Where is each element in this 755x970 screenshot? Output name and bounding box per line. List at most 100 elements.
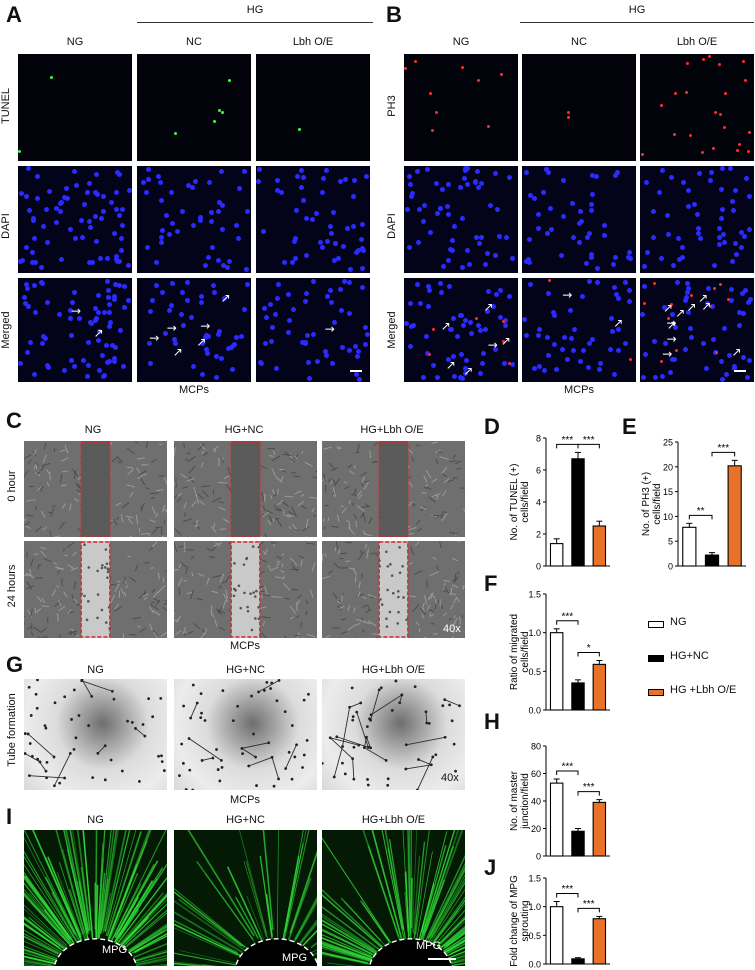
red-nucleus bbox=[476, 79, 480, 83]
blue-nucleus bbox=[34, 196, 40, 202]
blue-nucleus bbox=[486, 288, 492, 294]
scale-bar bbox=[734, 370, 746, 372]
y-tick-label: 0 bbox=[536, 852, 541, 862]
blue-nucleus bbox=[721, 240, 727, 246]
y-tick-label: 0 bbox=[668, 562, 673, 572]
blue-nucleus bbox=[404, 321, 410, 326]
red-nucleus bbox=[719, 113, 723, 116]
red-nucleus bbox=[718, 283, 722, 287]
blue-nucleus bbox=[26, 166, 32, 172]
arrow-icon: ↗ bbox=[613, 316, 624, 331]
blue-nucleus bbox=[126, 263, 132, 269]
blue-nucleus bbox=[25, 285, 31, 291]
blue-nucleus bbox=[87, 260, 93, 266]
y-tick-label: 0.0 bbox=[528, 706, 541, 716]
red-nucleus bbox=[673, 92, 677, 96]
col-c-2: HG+Lbh O/E bbox=[360, 424, 424, 436]
scratch-frame bbox=[230, 541, 261, 638]
blue-nucleus bbox=[594, 266, 600, 271]
blue-nucleus bbox=[342, 279, 348, 284]
blue-nucleus bbox=[169, 221, 175, 227]
blue-nucleus bbox=[712, 263, 718, 269]
y-axis-label: Fold change of MPG bbox=[509, 875, 520, 967]
blue-nucleus bbox=[462, 365, 468, 371]
blue-nucleus bbox=[737, 310, 743, 316]
blue-nucleus bbox=[225, 345, 231, 351]
y-axis-label: Ratio of migrated bbox=[509, 614, 520, 690]
blue-nucleus bbox=[493, 347, 499, 353]
dapi-a-ng-image bbox=[18, 166, 132, 273]
blue-nucleus bbox=[576, 240, 582, 246]
y-tick-label: 25 bbox=[663, 438, 673, 448]
blue-nucleus bbox=[667, 369, 673, 375]
blue-nucleus bbox=[484, 309, 490, 315]
blue-nucleus bbox=[727, 353, 733, 359]
blue-nucleus bbox=[244, 267, 250, 273]
blue-nucleus bbox=[612, 173, 618, 178]
red-nucleus bbox=[727, 298, 730, 301]
red-nucleus bbox=[547, 278, 551, 282]
blue-nucleus bbox=[168, 190, 174, 195]
row-c-0: 0 hour bbox=[6, 470, 18, 502]
red-nucleus bbox=[499, 72, 503, 76]
blue-nucleus bbox=[670, 262, 676, 268]
red-nucleus bbox=[685, 62, 689, 66]
blue-nucleus bbox=[608, 346, 614, 352]
blue-nucleus bbox=[482, 261, 488, 267]
blue-nucleus bbox=[332, 240, 338, 246]
red-nucleus bbox=[413, 60, 417, 64]
blue-nucleus bbox=[63, 185, 69, 191]
blue-nucleus bbox=[221, 296, 227, 302]
blue-nucleus bbox=[448, 246, 454, 252]
blue-nucleus bbox=[293, 256, 299, 261]
blue-nucleus bbox=[286, 329, 292, 335]
panel-label-a: A bbox=[6, 2, 22, 27]
col-i-1: HG+NC bbox=[226, 814, 265, 826]
blue-nucleus bbox=[732, 364, 738, 370]
blue-nucleus bbox=[601, 233, 607, 238]
blue-nucleus bbox=[589, 172, 595, 178]
blue-nucleus bbox=[351, 177, 357, 183]
bar-ng bbox=[682, 526, 697, 567]
blue-nucleus bbox=[461, 176, 467, 182]
blue-nucleus bbox=[536, 211, 542, 217]
blue-nucleus bbox=[665, 231, 671, 237]
blue-nucleus bbox=[256, 179, 262, 185]
blue-nucleus bbox=[79, 235, 85, 241]
blue-nucleus bbox=[704, 365, 710, 371]
blue-nucleus bbox=[74, 182, 80, 188]
blue-nucleus bbox=[491, 304, 497, 310]
blue-nucleus bbox=[506, 174, 512, 180]
blue-nucleus bbox=[111, 296, 117, 302]
chart-h: 0 20 40 60 80 No. of master junction/field *** *… bbox=[509, 742, 610, 862]
blue-nucleus bbox=[465, 166, 470, 172]
blue-nucleus bbox=[721, 232, 727, 238]
blue-nucleus bbox=[694, 211, 700, 217]
blue-nucleus bbox=[120, 364, 126, 370]
blue-nucleus bbox=[205, 334, 211, 340]
blue-nucleus bbox=[236, 235, 242, 241]
blue-nucleus bbox=[535, 225, 541, 231]
blue-nucleus bbox=[92, 190, 98, 196]
blue-nucleus bbox=[414, 282, 420, 288]
scratch-ng-24h bbox=[24, 541, 167, 638]
merged-a-lbh-image: → bbox=[256, 278, 370, 382]
panel-label-j: J bbox=[484, 855, 497, 880]
blue-nucleus bbox=[19, 191, 25, 197]
red-nucleus bbox=[652, 281, 656, 285]
blue-nucleus bbox=[586, 231, 592, 237]
blue-nucleus bbox=[234, 335, 240, 341]
blue-nucleus bbox=[332, 319, 337, 325]
blue-nucleus bbox=[175, 229, 181, 235]
blue-nucleus bbox=[215, 332, 221, 338]
y-tick-label: 6 bbox=[536, 466, 541, 476]
red-nucleus bbox=[667, 317, 671, 320]
blue-nucleus bbox=[585, 365, 591, 370]
blue-nucleus bbox=[157, 179, 163, 185]
blue-nucleus bbox=[497, 234, 503, 240]
blue-nucleus bbox=[611, 284, 617, 290]
blue-nucleus bbox=[426, 283, 432, 289]
blue-nucleus bbox=[494, 206, 500, 212]
blue-nucleus bbox=[548, 227, 554, 233]
blue-nucleus bbox=[18, 360, 24, 366]
